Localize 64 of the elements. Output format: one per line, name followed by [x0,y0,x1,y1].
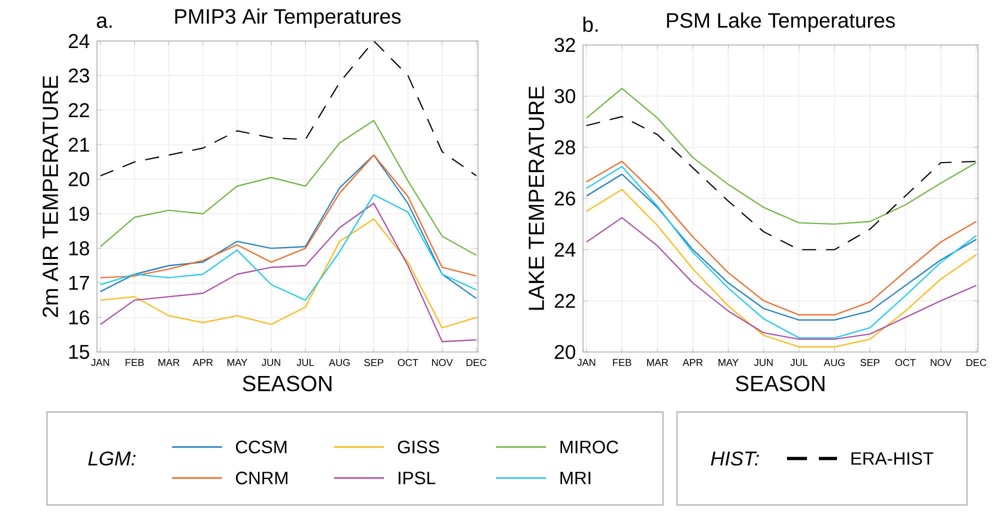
x-tick-label: SEP [860,359,880,366]
x-tick-label: OCT [398,359,418,366]
legend-label: ERA-HIST [852,452,934,465]
y-tick-label: 22 [554,294,575,308]
line-series [100,194,477,301]
x-axis-title: SEASON [242,376,332,392]
legend-label: IPSL [398,472,436,484]
line-series [586,188,977,348]
chart-title: PMIP3 Air Temperatures [175,8,401,28]
x-tick-label: MAR [647,359,668,366]
legend-label: CCSM [236,440,286,454]
y-tick-label: 18 [69,241,90,256]
y-tick-label: 26 [554,191,576,206]
x-tick-label: DEC [466,359,486,366]
y-axis-title: 2m AIR TEMPERATURE [42,76,58,317]
y-tick-label: 22 [68,103,89,118]
text: a. [96,16,112,28]
y-tick-label: 24 [554,242,576,257]
y-tick-label: 15 [69,345,90,359]
legend-title: HIST: [710,451,759,466]
chart-title: PSM Lake Temperatures [667,12,895,32]
legend-label: GISS [398,440,440,454]
x-tick-label: AUG [824,359,845,366]
legend-label: MRI [560,472,590,484]
line-series [100,120,477,256]
y-tick-label: 28 [554,140,576,154]
x-tick-label: NOV [930,359,952,366]
y-tick-label: 20 [68,172,90,186]
x-tick-label: JUN [754,359,773,366]
legend-label: MIROC [560,440,618,454]
x-tick-label: DEC [966,359,986,366]
x-tick-label: JAN [577,359,596,366]
y-tick-label: 23 [68,68,90,83]
line-series [586,217,977,340]
legend-title: LGM: [88,451,136,466]
x-tick-label: JUL [296,359,314,366]
line-series [100,218,477,328]
x-tick-label: MAY [718,359,738,366]
x-tick-label: JUL [790,359,808,366]
y-tick-label: 20 [554,344,576,360]
x-tick-label: NOV [432,359,453,366]
y-tick-label: 16 [69,310,90,324]
x-tick-label: JUN [262,359,280,366]
x-tick-label: MAR [158,359,180,366]
x-tick-label: FEB [126,359,144,366]
y-tick-label: 17 [69,276,89,290]
x-tick-label: AUG [328,359,350,366]
y-tick-label: 19 [69,206,90,221]
y-tick-label: 21 [68,138,90,152]
x-tick-label: SEP [364,359,384,366]
x-tick-label: FEB [613,359,632,366]
legend-label: CNRM [236,472,288,484]
text: b. [583,16,598,32]
x-tick-label: APR [682,359,703,366]
x-tick-label: MAY [227,359,248,366]
y-axis-title: LAKE TEMPERATURE [528,86,544,310]
line-series [586,88,977,225]
y-tick-label: 30 [554,89,576,104]
x-tick-label: JAN [91,359,110,366]
y-tick-label: 32 [554,38,575,52]
y-tick-label: 24 [68,34,90,48]
x-axis-title: SEASON [736,376,824,392]
x-tick-label: APR [192,359,213,366]
x-tick-label: OCT [895,359,916,366]
